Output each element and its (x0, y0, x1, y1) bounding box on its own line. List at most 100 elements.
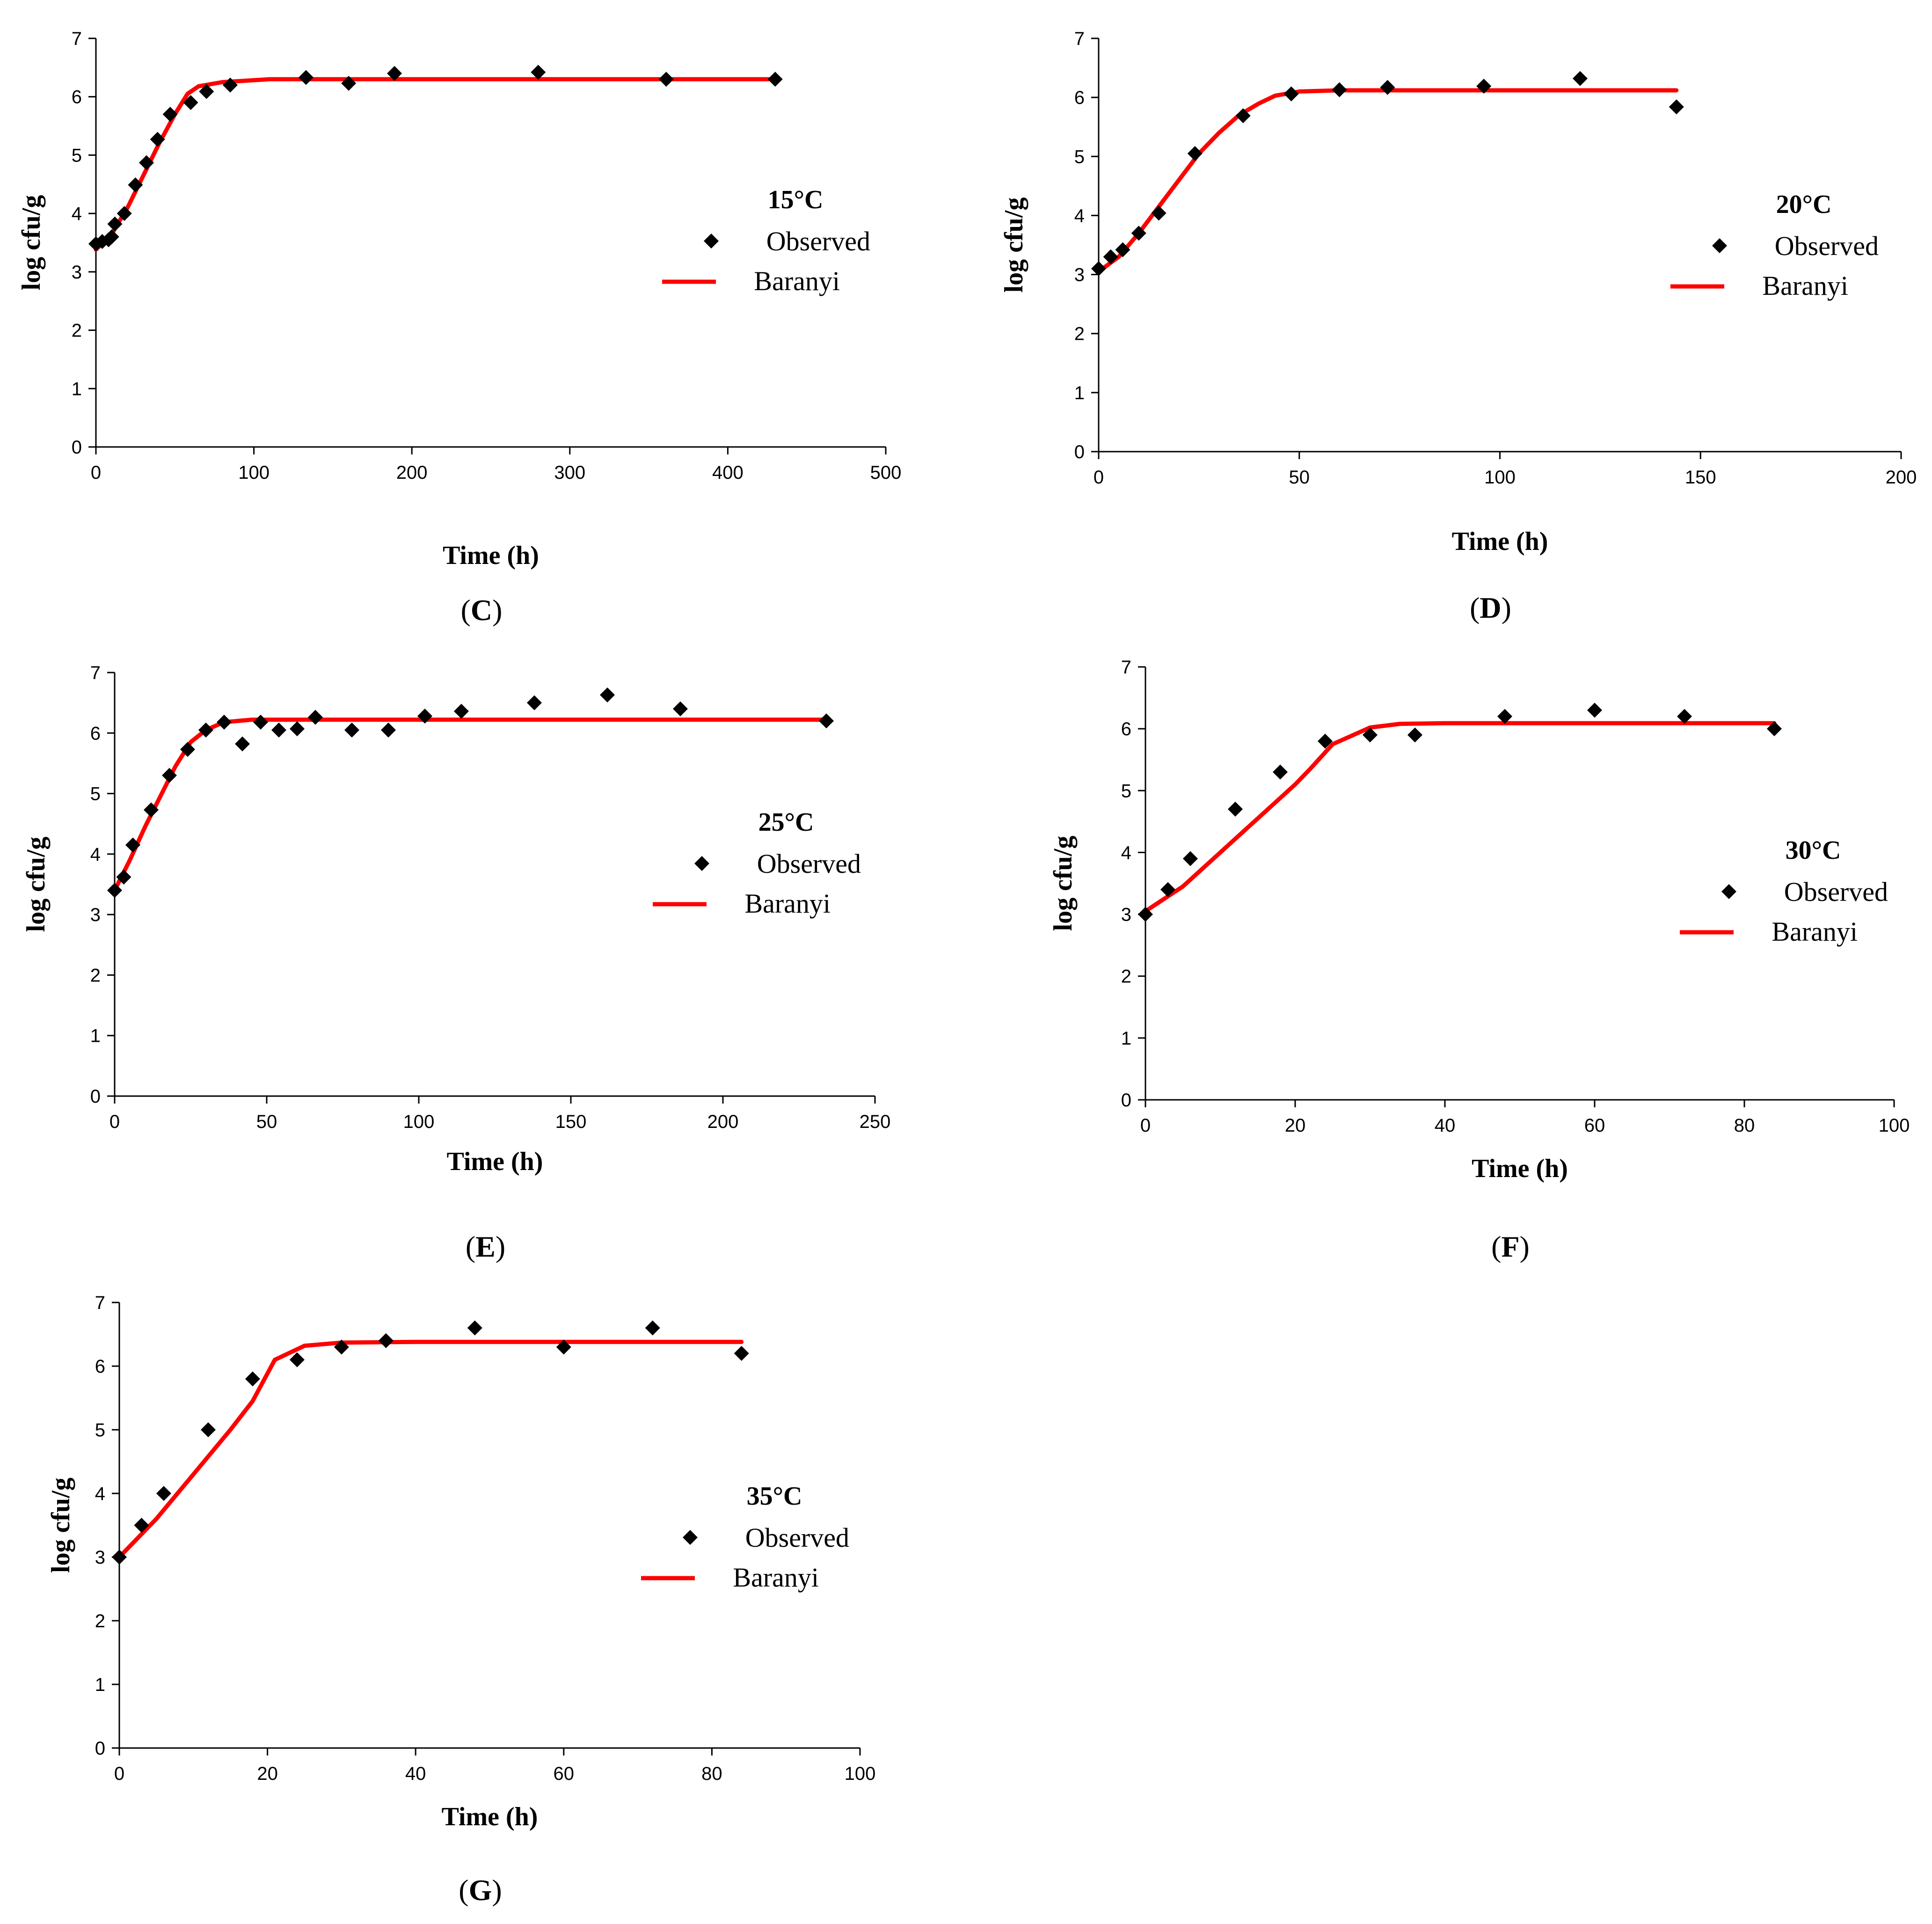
chart-e-x-tick-label: 50 (256, 1112, 277, 1132)
chart-f-observed-point (1587, 702, 1602, 718)
chart-e-observed-point (217, 715, 232, 730)
chart-f-y-tick-label: 4 (1121, 842, 1131, 863)
chart-g-legend-observed-label: Observed (745, 1522, 849, 1553)
chart-f-observed-point (1363, 727, 1378, 743)
chart-e-y-tick-label: 0 (90, 1086, 101, 1107)
chart-f-legend-title: 30°C (1786, 836, 1841, 865)
chart-c-observed-point (95, 234, 110, 249)
chart-d-y-tick-label: 2 (1074, 324, 1085, 344)
chart-c: 0 1 2 3 4 5 6 7 0 100 200 300 400 500 Time (h) log cfu/… (17, 29, 901, 627)
chart-e-observed-point (454, 703, 469, 719)
chart-e-observed-point (180, 742, 195, 757)
chart-c-observed-point (88, 236, 103, 251)
chart-c-observed-point (117, 206, 132, 221)
chart-c-y-tick-label: 2 (72, 321, 82, 341)
chart-f-observed-point (1183, 851, 1198, 866)
chart-d: 0 1 2 3 4 5 6 7 0 50 100 150 200 Time (h) log cfu/g 20°… (999, 29, 1917, 624)
chart-c-observed-point (107, 216, 123, 232)
chart-e-observed-point (235, 736, 250, 752)
chart-c-y-tick-label: 1 (72, 379, 82, 399)
chart-c-legend-observed-marker (704, 234, 719, 249)
chart-g-observed-point (156, 1486, 171, 1501)
chart-c-y-tick-label: 0 (72, 437, 82, 458)
chart-c-observed-point (341, 76, 357, 91)
chart-g-observed-point (112, 1550, 127, 1565)
chart-e-y-tick-label: 5 (90, 784, 101, 805)
chart-e-y-tick-label: 2 (90, 965, 101, 986)
chart-f-x-tick-label: 100 (1879, 1115, 1910, 1136)
chart-c-observed-point (299, 70, 314, 85)
chart-g-observed-point (334, 1339, 349, 1355)
chart-f-y-tick-label: 7 (1121, 657, 1131, 678)
chart-c-observed-point (531, 65, 546, 80)
chart-g: 0 1 2 3 4 5 6 7 0 20 40 60 80 100 Time (h) log cfu/g 35°… (46, 1293, 875, 1907)
chart-d-x-tick-label: 150 (1685, 467, 1716, 488)
chart-c-x-tick-label: 500 (870, 462, 902, 483)
chart-f-observed-point (1138, 907, 1153, 922)
chart-d-x-tick-label: 0 (1094, 467, 1104, 488)
chart-f-observed-point (1273, 764, 1288, 780)
chart-g-observed-point (645, 1320, 660, 1336)
chart-c-observed-point (162, 107, 178, 122)
chart-c-observed-point (183, 95, 198, 110)
chart-d-observed-point (1332, 82, 1347, 97)
chart-c-observed-point (139, 155, 154, 170)
chart-c-observed-point (150, 132, 165, 147)
chart-f-legend-observed-label: Observed (1784, 877, 1888, 907)
chart-g-y-tick-label: 2 (95, 1611, 105, 1631)
chart-g-observed-point (289, 1352, 305, 1368)
chart-c-x-tick-label: 100 (238, 462, 270, 483)
chart-c-observed-point (767, 72, 783, 87)
chart-f-observed-point (1160, 882, 1175, 897)
chart-d-y-tick-label: 5 (1074, 146, 1085, 167)
chart-e-baranyi-line (112, 717, 829, 893)
chart-e-y-tick-label: 7 (90, 663, 101, 683)
chart-c-x-axis-title: Time (h) (443, 541, 539, 570)
chart-d-observed-point (1151, 205, 1166, 221)
chart-d-x-tick-label: 50 (1289, 467, 1310, 488)
chart-d-observed-point (1187, 146, 1203, 161)
chart-c-y-tick-label: 5 (72, 145, 82, 166)
chart-e-observed-point (162, 768, 177, 783)
chart-e-legend-observed-marker (694, 856, 709, 871)
chart-c-y-tick-label: 6 (72, 87, 82, 108)
chart-e-x-tick-label: 100 (403, 1112, 435, 1132)
chart-e-observed-point (290, 721, 305, 737)
chart-c-observed-point (104, 229, 119, 245)
chart-e-observed-point (308, 710, 323, 725)
chart-c-observed-point (199, 84, 214, 99)
chart-c-legend-baranyi-label: Baranyi (754, 266, 840, 296)
chart-f-y-tick-label: 3 (1121, 905, 1131, 925)
chart-e-y-tick-label: 4 (90, 844, 101, 865)
chart-d-y-tick-label: 4 (1074, 205, 1085, 226)
chart-f-observed-point (1407, 727, 1422, 743)
chart-c-y-axis-title: log cfu/g (17, 195, 46, 291)
chart-f-observed-point (1318, 733, 1333, 749)
chart-d-observed-point (1283, 86, 1299, 102)
chart-g-observed-point (245, 1371, 260, 1387)
chart-d-y-tick-label: 7 (1074, 29, 1085, 49)
chart-e-observed-point (344, 722, 359, 738)
chart-e-x-tick-label: 200 (707, 1112, 739, 1132)
chart-g-observed-point (134, 1518, 149, 1533)
chart-e-observed-point (673, 701, 688, 717)
chart-e-legend-baranyi-label: Baranyi (744, 888, 831, 919)
chart-d-x-tick-label: 100 (1484, 467, 1516, 488)
chart-d-y-tick-label: 0 (1074, 442, 1085, 462)
chart-c-observed-point (222, 77, 238, 93)
chart-f-panel-label: (F) (1491, 1230, 1530, 1263)
chart-g-y-tick-label: 3 (95, 1547, 105, 1568)
chart-g-y-axis-title: log cfu/g (46, 1478, 75, 1573)
chart-e-observed-point (125, 837, 140, 853)
chart-e-observed-point (116, 869, 131, 885)
chart-e-observed-point (381, 722, 396, 738)
chart-e-observed-point (107, 883, 122, 898)
chart-e-observed-point (600, 687, 615, 702)
chart-d-observed-point (1573, 71, 1588, 86)
chart-c-x-tick-label: 0 (91, 462, 101, 483)
chart-f-x-tick-label: 40 (1435, 1115, 1456, 1136)
chart-g-y-tick-label: 6 (95, 1356, 105, 1377)
chart-e-observed-point (417, 709, 432, 724)
chart-c-legend-title: 15°C (768, 185, 824, 214)
